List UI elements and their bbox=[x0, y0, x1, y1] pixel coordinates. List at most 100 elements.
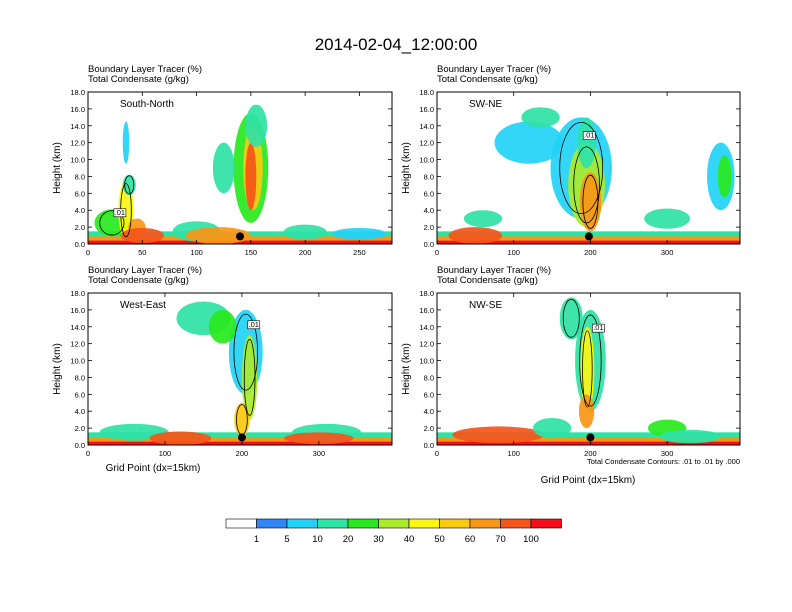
tracer-region bbox=[578, 394, 595, 429]
panel-subtitle-condensate: Total Condensate (g/kg) bbox=[437, 74, 538, 85]
panel-subtitle-tracer: Boundary Layer Tracer (%) bbox=[88, 64, 202, 75]
tracer-region bbox=[717, 155, 732, 198]
location-marker bbox=[584, 232, 593, 241]
panel-subtitle-tracer: Boundary Layer Tracer (%) bbox=[88, 265, 202, 276]
condensate-contour bbox=[233, 313, 259, 391]
contour-label-box bbox=[582, 131, 596, 140]
y-axis-label: Height (km) bbox=[52, 142, 63, 194]
x-tick-label: 100 bbox=[507, 449, 520, 458]
panel-nw-se: Boundary Layer Tracer (%)Total Condensat… bbox=[401, 265, 741, 458]
y-axis-label: Height (km) bbox=[401, 142, 412, 194]
panel-subtitle-condensate: Total Condensate (g/kg) bbox=[437, 275, 538, 286]
contour-label: .01 bbox=[593, 323, 603, 332]
colorbar-label: 20 bbox=[343, 534, 354, 545]
panel-west-east: Boundary Layer Tracer (%)Total Condensat… bbox=[52, 265, 393, 458]
panel-name: NW-SE bbox=[469, 300, 502, 311]
tracer-region bbox=[185, 227, 251, 244]
surface-layer bbox=[437, 437, 740, 445]
tracer-region bbox=[332, 227, 387, 240]
x-tick-label: 0 bbox=[86, 449, 90, 458]
y-tick-label: 18.0 bbox=[419, 88, 434, 97]
condensate-contour bbox=[124, 175, 135, 195]
y-tick-label: 16.0 bbox=[70, 306, 85, 315]
colorbar-label: 100 bbox=[523, 534, 539, 545]
y-tick-label: 8.0 bbox=[424, 373, 434, 382]
y-tick-label: 0.0 bbox=[75, 441, 85, 450]
x-tick-label: 200 bbox=[584, 449, 597, 458]
colorbar: 1 5 10 20 30 40 50 60 70 100 bbox=[225, 518, 562, 545]
condensate-contour bbox=[579, 314, 602, 407]
y-tick-label: 6.0 bbox=[75, 390, 85, 399]
heatmap-area: .01 bbox=[88, 104, 392, 244]
location-marker bbox=[236, 232, 244, 241]
x-tick-label: 150 bbox=[245, 248, 258, 257]
contour-label: .01 bbox=[115, 208, 125, 217]
contour-label-box bbox=[113, 208, 127, 218]
x-tick-label: 0 bbox=[435, 248, 439, 257]
contour-label-box bbox=[592, 323, 605, 333]
panel-subtitle-condensate: Total Condensate (g/kg) bbox=[88, 275, 189, 286]
condensate-contour bbox=[562, 298, 580, 338]
y-tick-label: 0.0 bbox=[75, 240, 85, 249]
contour-label: .01 bbox=[249, 320, 259, 329]
x-tick-label: 100 bbox=[159, 449, 172, 458]
tracer-region bbox=[659, 429, 721, 444]
panel-subtitle-condensate: Total Condensate (g/kg) bbox=[88, 74, 189, 85]
y-tick-label: 12.0 bbox=[419, 340, 434, 349]
heatmap-area: .01 bbox=[437, 107, 740, 244]
contour-note: Total Condensate Contours: .01 to .01 by… bbox=[587, 457, 740, 466]
tracer-region bbox=[122, 121, 130, 164]
x-tick-label: 200 bbox=[299, 248, 312, 257]
colorbar-label: 10 bbox=[312, 534, 323, 545]
panel-name: SW-NE bbox=[469, 99, 502, 110]
tracer-region bbox=[559, 297, 583, 340]
tracer-region bbox=[452, 426, 545, 444]
x-tick-label: 300 bbox=[661, 449, 674, 458]
axes-frame bbox=[436, 91, 741, 245]
colorbar-swatch bbox=[500, 518, 532, 529]
y-tick-label: 10.0 bbox=[70, 357, 85, 366]
y-tick-label: 6.0 bbox=[75, 189, 85, 198]
tracer-region bbox=[122, 174, 136, 196]
y-tick-label: 6.0 bbox=[424, 189, 434, 198]
tracer-region bbox=[284, 432, 354, 445]
tracer-region bbox=[532, 417, 572, 439]
tracer-region bbox=[241, 335, 258, 420]
y-tick-label: 14.0 bbox=[70, 323, 85, 332]
y-tick-label: 0.0 bbox=[424, 240, 434, 249]
x-tick-label: 0 bbox=[86, 248, 90, 257]
y-tick-label: 2.0 bbox=[424, 424, 434, 433]
tracer-region bbox=[245, 104, 268, 147]
condensate-contour bbox=[582, 174, 599, 229]
y-tick-label: 0.0 bbox=[424, 441, 434, 450]
colorbar-swatch bbox=[530, 518, 562, 529]
tracer-region bbox=[580, 326, 595, 412]
y-tick-label: 18.0 bbox=[70, 289, 85, 298]
surface-layer bbox=[437, 240, 740, 244]
tracer-region bbox=[448, 227, 503, 244]
y-tick-label: 4.0 bbox=[75, 407, 85, 416]
tracer-region bbox=[494, 121, 564, 164]
colorbar-swatch bbox=[256, 518, 288, 529]
colorbar-swatch bbox=[317, 518, 349, 529]
condensate-contour bbox=[559, 122, 604, 214]
y-tick-label: 14.0 bbox=[419, 122, 434, 131]
surface-layer bbox=[88, 240, 392, 244]
colorbar-swatch bbox=[469, 518, 501, 529]
figure-title: 2014-02-04_12:00:00 bbox=[315, 35, 478, 54]
y-axis-label: Height (km) bbox=[52, 343, 63, 395]
y-tick-label: 8.0 bbox=[75, 172, 85, 181]
tracer-region bbox=[208, 309, 237, 344]
tracer-region bbox=[579, 172, 602, 232]
location-marker bbox=[237, 433, 246, 442]
panel-name: South-North bbox=[120, 99, 174, 110]
x-axis-label-left: Grid Point (dx=15km) bbox=[106, 463, 201, 474]
y-tick-label: 10.0 bbox=[419, 357, 434, 366]
y-tick-label: 10.0 bbox=[419, 156, 434, 165]
location-marker bbox=[586, 433, 595, 442]
colorbar-label: 70 bbox=[495, 534, 506, 545]
colorbar-swatch bbox=[347, 518, 379, 529]
tracer-region bbox=[212, 142, 235, 194]
condensate-contour bbox=[573, 146, 600, 224]
contour-label-box bbox=[247, 320, 261, 330]
